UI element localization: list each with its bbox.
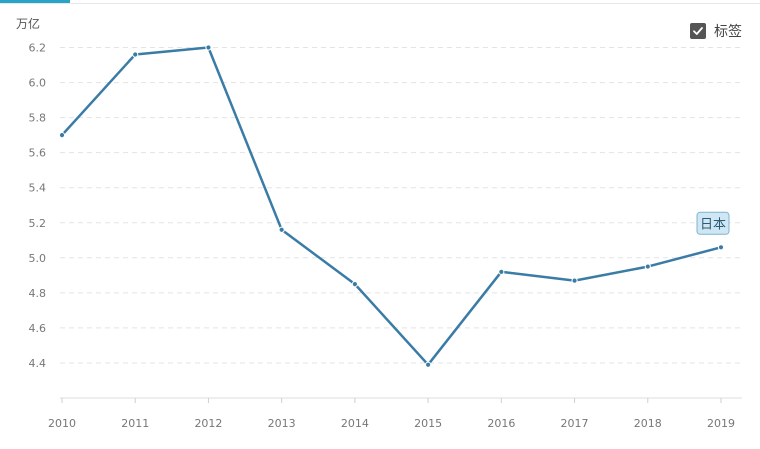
label-toggle[interactable]: 标签 [690, 21, 742, 41]
x-tick-label: 2011 [121, 417, 149, 430]
label-toggle-text: 标签 [714, 24, 742, 40]
y-axis-unit-label: 万亿 [16, 16, 40, 31]
y-tick-label: 5.2 [29, 217, 47, 230]
series-label-box[interactable] [696, 211, 730, 235]
data-point[interactable] [205, 44, 212, 51]
y-tick-label: 4.4 [29, 357, 47, 370]
label-checkbox[interactable] [690, 23, 706, 39]
y-tick-label: 5.8 [29, 112, 47, 125]
y-tick-label: 6.2 [29, 42, 47, 55]
x-tick-label: 2018 [634, 417, 662, 430]
x-tick-label: 2014 [341, 417, 369, 430]
x-tick-label: 2019 [707, 417, 735, 430]
x-tick-label: 2016 [487, 417, 515, 430]
x-tick-label: 2017 [561, 417, 589, 430]
data-point[interactable] [717, 244, 725, 251]
series [58, 44, 725, 368]
series-label[interactable]: 日本 [700, 217, 726, 232]
y-tick-label: 5.6 [29, 147, 47, 160]
data-point[interactable] [351, 280, 358, 288]
series-line [60, 46, 723, 366]
checkmark-icon [693, 27, 703, 35]
data-point[interactable] [132, 51, 139, 58]
x-tick-label: 2010 [48, 417, 76, 430]
axes: 4.4 4.6 4.8 5.0 5.2 5.4 5.6 5.8 6.0 6.2 2010 2011 20… [29, 42, 742, 430]
data-point[interactable] [644, 263, 651, 270]
y-tick-label: 4.8 [29, 287, 47, 300]
x-tick-label: 2013 [268, 417, 296, 430]
y-tick-label: 5.4 [29, 182, 47, 195]
data-point[interactable] [498, 268, 505, 275]
y-tick-label: 6.0 [29, 77, 47, 90]
data-point[interactable] [571, 277, 578, 284]
x-tick-label: 2012 [194, 417, 222, 430]
y-tick-label: 4.6 [29, 322, 47, 335]
x-tick-label: 2015 [414, 417, 442, 430]
gridlines [60, 47, 742, 364]
data-point[interactable] [278, 226, 285, 233]
active-tab-indicator [0, 0, 70, 3]
data-point[interactable] [425, 361, 432, 368]
series-labels[interactable]: 日本 [696, 211, 730, 235]
data-point[interactable] [58, 132, 66, 139]
top-divider [0, 3, 760, 4]
y-tick-label: 5.0 [29, 252, 47, 265]
